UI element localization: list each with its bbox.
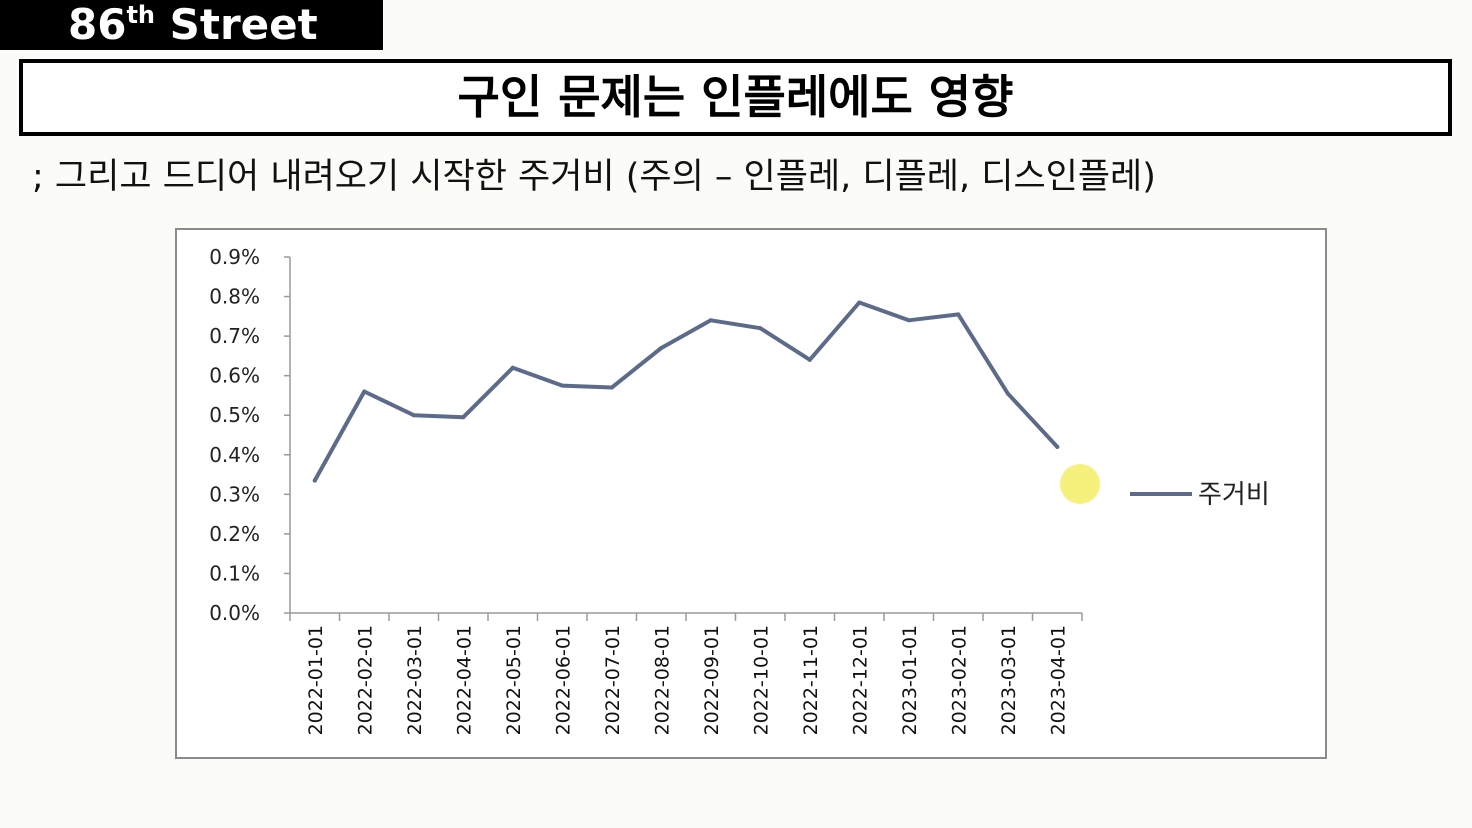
line-chart: 0.0% 0.1% 0.2% 0.3% 0.4% 0.5% 0.6% 0.7% 0.8% 0.9%…	[209, 245, 1270, 735]
page-title-text: 구인 문제는 인플레에도 영향	[457, 70, 1014, 124]
data-point	[362, 389, 367, 394]
chart-frame: 0.0% 0.1% 0.2% 0.3% 0.4% 0.5% 0.6% 0.7% 0.8% 0.9%…	[175, 228, 1327, 759]
x-tick-label: 2022-10-01	[750, 625, 772, 735]
data-point	[956, 312, 961, 317]
x-tick-label: 2022-03-01	[404, 625, 426, 735]
x-tick-label: 2022-04-01	[453, 625, 475, 735]
brand-name: Street	[169, 0, 318, 49]
data-point	[312, 478, 317, 483]
data-point	[758, 326, 763, 331]
data-point	[560, 383, 565, 388]
x-tick-label: 2023-01-01	[899, 625, 921, 735]
x-tick-label: 2022-07-01	[602, 625, 624, 735]
data-point	[609, 385, 614, 390]
page-subtitle: ; 그리고 드디어 내려오기 시작한 주거비 (주의 – 인플레, 디플레, 디…	[32, 157, 1156, 197]
highlight-dot	[1060, 464, 1100, 504]
data-point	[857, 300, 862, 305]
y-tick-label: 0.3%	[209, 482, 260, 506]
x-tick-label: 2023-03-01	[998, 625, 1020, 735]
brand-suffix: th	[126, 1, 156, 29]
data-point	[906, 318, 911, 323]
data-point	[807, 357, 812, 362]
x-tick-label: 2022-11-01	[800, 625, 822, 735]
data-point	[510, 365, 515, 370]
x-tick-label: 2023-02-01	[948, 625, 970, 735]
page-title: 구인 문제는 인플레에도 영향	[19, 59, 1452, 136]
y-tick-label: 0.2%	[209, 522, 260, 546]
brand-label: 86th Street	[0, 0, 383, 50]
series-line	[312, 300, 1060, 483]
x-tick-label: 2022-06-01	[552, 625, 574, 735]
x-tick-label: 2023-04-01	[1047, 625, 1069, 735]
y-tick-label: 0.5%	[209, 403, 260, 427]
y-tick-label: 0.8%	[209, 285, 260, 309]
x-tick-label: 2022-08-01	[651, 625, 673, 735]
x-tick-label: 2022-01-01	[305, 625, 327, 735]
y-tick-label: 0.7%	[209, 324, 260, 348]
data-point	[708, 318, 713, 323]
y-tick-label: 0.9%	[209, 245, 260, 269]
y-tick-label: 0.4%	[209, 443, 260, 467]
data-point	[1005, 391, 1010, 396]
y-tick-label: 0.0%	[209, 601, 260, 625]
x-tick-label: 2022-12-01	[849, 625, 871, 735]
data-point	[659, 345, 664, 350]
y-tick-label: 0.1%	[209, 561, 260, 585]
data-point	[461, 415, 466, 420]
x-tick-label: 2022-05-01	[503, 625, 525, 735]
legend-label: 주거비	[1198, 480, 1270, 510]
x-tick-label: 2022-02-01	[354, 625, 376, 735]
y-tick-label: 0.6%	[209, 364, 260, 388]
data-point	[1055, 444, 1060, 449]
x-tick-label: 2022-09-01	[701, 625, 723, 735]
data-point	[411, 413, 416, 418]
brand-number: 86	[68, 0, 127, 49]
